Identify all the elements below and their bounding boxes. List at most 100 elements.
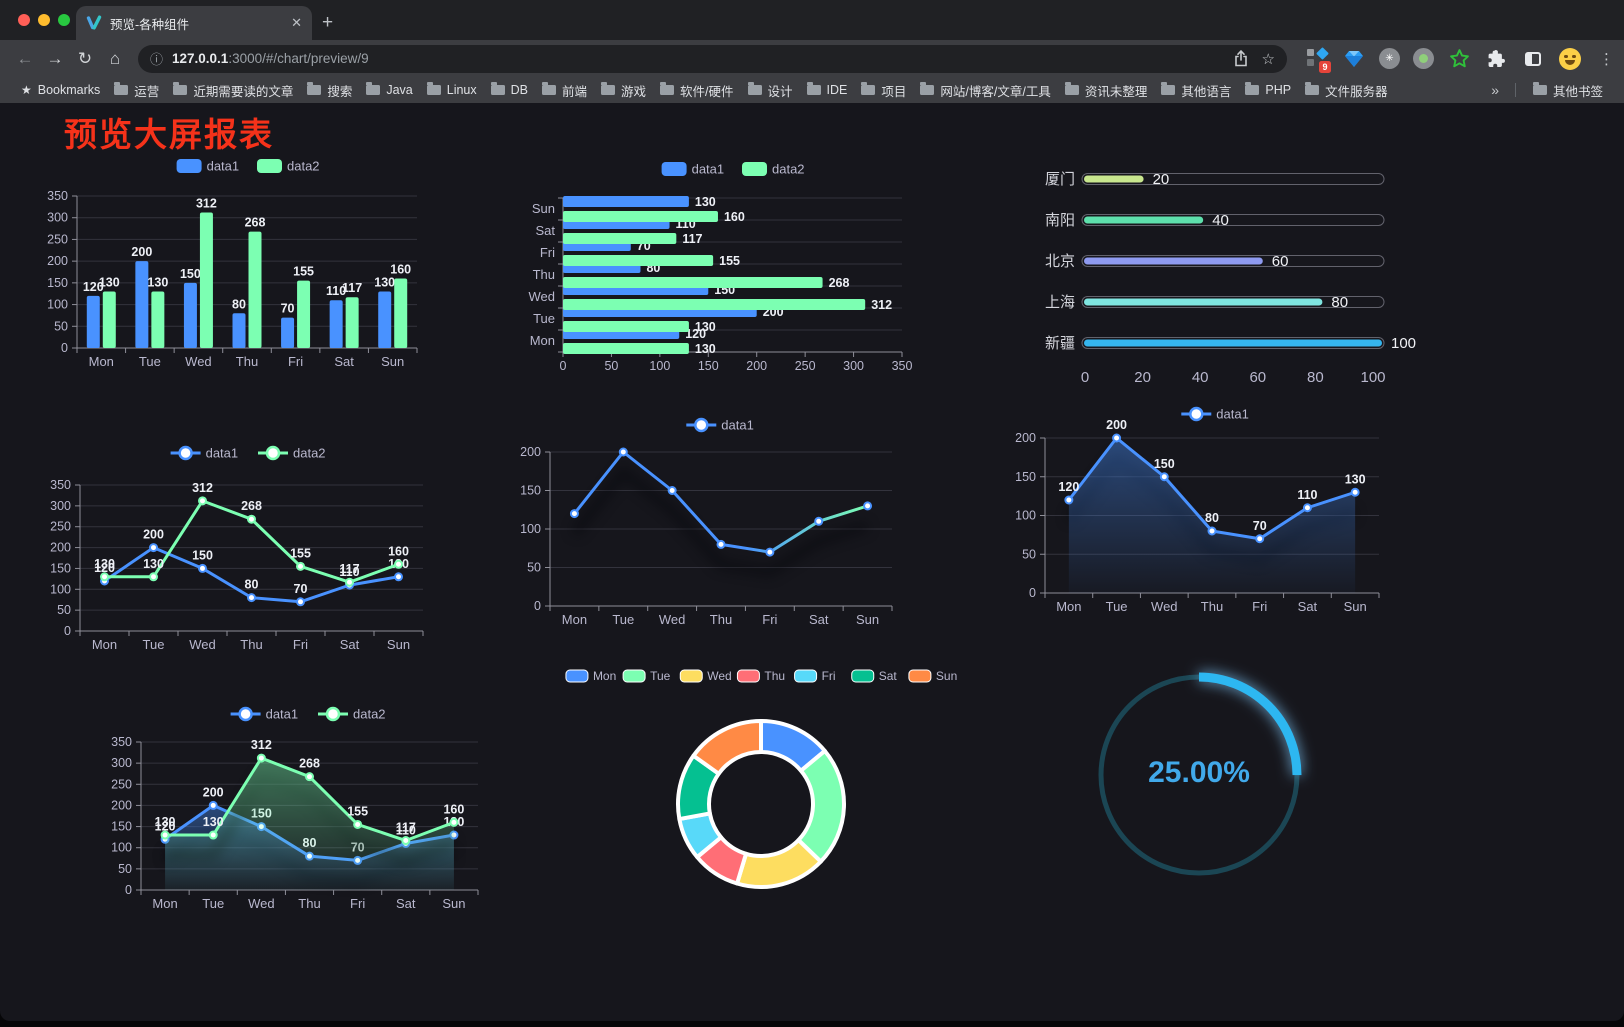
tab-close-icon[interactable]: ✕ [291,15,302,30]
forward-icon[interactable]: → [46,48,64,68]
svg-text:0: 0 [61,341,68,355]
bookmark-folder[interactable]: 前端 [535,79,594,102]
bookmark-folder[interactable]: 软件/硬件 [653,79,740,102]
bookmark-star-icon[interactable]: ☆ [1261,50,1275,68]
svg-text:Fri: Fri [293,637,308,652]
grouped-bar-chart[interactable]: data1 data2 0 50 100 150 200 250 300 350 Mon Tue Wed… [35,150,465,375]
svg-text:Sun: Sun [532,201,555,216]
folder-icon [747,82,762,95]
folder-icon [542,82,557,95]
bookmark-folder[interactable]: 项目 [854,79,913,102]
other-bookmarks[interactable]: 其他书签 [1526,79,1610,102]
svg-text:50: 50 [118,862,132,876]
reload-icon[interactable]: ↻ [77,48,93,68]
extensions-puzzle-icon[interactable] [1484,47,1508,71]
svg-text:268: 268 [245,216,266,230]
svg-text:Tue: Tue [650,669,671,683]
svg-text:Thu: Thu [1201,599,1223,614]
svg-text:Tue: Tue [143,637,165,652]
svg-text:Wed: Wed [659,612,686,627]
svg-text:250: 250 [50,520,71,534]
svg-text:Tue: Tue [139,354,161,369]
svg-text:Thu: Thu [533,267,555,282]
dot-extension-icon[interactable] [1413,48,1434,69]
bookmark-folder[interactable]: 设计 [741,79,800,102]
progress-bar-chart[interactable]: 厦门 20 南阳 40 北京 60 上海 80 新疆 100 0 20 40 60 80 100 [1000,161,1416,394]
window-minimize-button[interactable] [38,14,50,26]
gradient-line-chart[interactable]: data1 0 50 100 150 200 Mon Tue Wed Thu Fri Sat Sun [507,409,937,631]
new-tab-button[interactable]: + [322,12,334,33]
svg-text:data1: data1 [206,446,239,461]
bookmark-folder[interactable]: 搜索 [300,79,359,102]
bookmark-folder[interactable]: Java [359,81,419,99]
asterisk-extension-icon[interactable]: ✳ [1379,48,1400,69]
profile-avatar[interactable] [1558,47,1582,71]
bookmark-label: PHP [1265,83,1292,97]
browser-tab[interactable]: 预览-各种组件 ✕ [76,6,312,40]
svg-text:Sat: Sat [340,637,360,652]
svg-text:200: 200 [520,445,541,459]
svg-text:350: 350 [892,359,913,373]
horizontal-bar-chart[interactable]: data1 data2 0 50 100 150 200 250 300 350 Mon 120 130… [520,153,950,378]
bookmark-folder[interactable]: DB [484,81,535,99]
bookmark-folder[interactable]: 资讯未整理 [1058,79,1155,102]
devtools-grid-extension-icon[interactable]: 9 [1305,46,1331,73]
bookmark-folder[interactable]: 运营 [107,79,166,102]
svg-text:50: 50 [1022,547,1036,561]
svg-text:110: 110 [396,823,416,837]
svg-text:312: 312 [251,738,272,752]
window-close-button[interactable] [18,14,30,26]
svg-text:data1: data1 [207,159,240,174]
window-zoom-button[interactable] [58,14,70,26]
bookmarks-overflow-chevron[interactable]: » [1491,82,1499,98]
svg-text:117: 117 [342,281,362,295]
donut-chart[interactable]: Mon Tue Wed Thu Fri Sat Sun [546,660,976,895]
bookmark-folder[interactable]: 游戏 [594,79,653,102]
svg-text:Fri: Fri [540,245,555,260]
address-bar[interactable]: ⓘ 127.0.0.1 :3000/#/chart/preview/9 ☆ [138,44,1287,73]
svg-text:120: 120 [83,280,104,294]
folder-icon [1161,82,1176,95]
svg-text:200: 200 [47,254,68,268]
svg-text:Fri: Fri [822,669,836,683]
bookmark-folder[interactable]: Linux [420,81,484,99]
bookmarks-label: Bookmarks [37,83,101,97]
back-icon[interactable]: ← [16,48,34,68]
svg-text:0: 0 [1029,586,1036,600]
bookmark-folder[interactable]: 网站/博客/文章/工具 [913,79,1057,102]
bookmarks-manager[interactable]: ★ Bookmarks [14,81,107,99]
folder-icon [114,82,129,95]
bookmark-label: 设计 [767,84,793,99]
bookmark-label: 网站/博客/文章/工具 [940,84,1051,99]
bookmark-folder[interactable]: 近期需要读的文章 [166,79,300,102]
svg-text:Wed: Wed [185,354,212,369]
home-icon[interactable]: ⌂ [109,48,121,68]
star-extension-icon[interactable] [1447,47,1471,71]
menu-icon[interactable]: ⋮ [1599,50,1614,68]
two-series-line-chart[interactable]: data1 data2 0 50 100 150 200 250 300 350 Mon Tue Wed… [35,437,465,655]
bookmark-folder[interactable]: PHP [1238,81,1298,99]
sidebar-toggle-icon[interactable] [1521,47,1545,71]
url-host: 127.0.0.1 [172,51,229,66]
bookmark-folder[interactable]: IDE [800,81,855,99]
svg-text:data2: data2 [772,162,805,177]
svg-text:120: 120 [685,327,706,341]
svg-text:70: 70 [294,582,308,596]
svg-text:200: 200 [203,785,224,799]
svg-text:20: 20 [1134,369,1151,386]
svg-text:268: 268 [241,499,262,513]
area-line-chart[interactable]: data1 0 50 100 150 200 Mon Tue Wed Thu Fri Sat Sun 12… [1002,398,1432,617]
bookmarks-bar: ★ Bookmarks 运营 近期需要读的文章 搜索 Java Linux DB 前端 游戏 软… [0,77,1624,103]
two-series-area-chart[interactable]: data1 data2 0 50 100 150 200 250 300 350 Mon Tue Wed… [95,698,525,918]
bookmark-folder[interactable]: 其他语言 [1154,79,1238,102]
svg-text:新疆: 新疆 [1045,335,1075,352]
info-icon[interactable]: ⓘ [150,52,164,67]
svg-text:Wed: Wed [1151,599,1178,614]
svg-text:Wed: Wed [189,637,216,652]
url-path: :3000/#/chart/preview/9 [228,51,369,66]
gem-extension-icon[interactable] [1342,47,1366,71]
share-icon[interactable] [1234,50,1248,67]
bookmark-folder[interactable]: 文件服务器 [1298,79,1395,102]
circular-progress-gauge[interactable]: 25.00% [1069,668,1329,884]
folder-icon [1305,82,1320,95]
